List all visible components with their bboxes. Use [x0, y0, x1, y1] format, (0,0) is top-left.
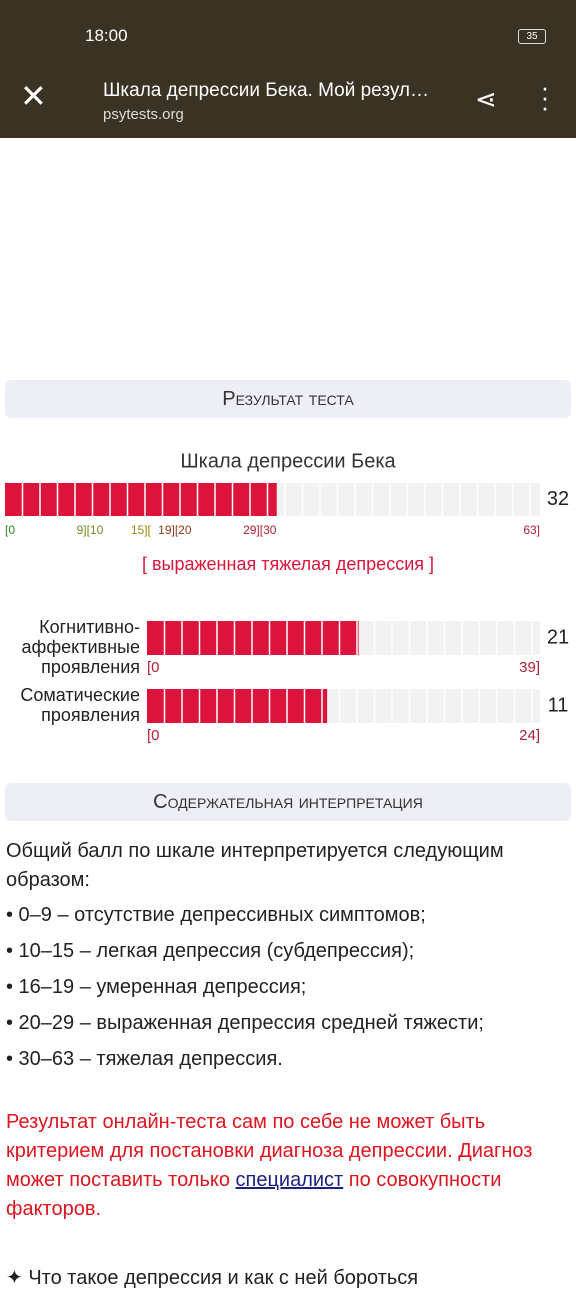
menu-button[interactable]: · · ·: [540, 72, 550, 122]
page-url: psytests.org: [103, 106, 184, 123]
battery: 35: [518, 29, 546, 44]
score-bar: [147, 689, 328, 723]
subscale-name: Соматические проявления: [20, 685, 140, 725]
scale-label: 29][30: [243, 523, 277, 537]
subscale-name: Когнитивно-аффективные проявления: [21, 617, 140, 677]
disclaimer: Результат онлайн-теста сам по себе не мо…: [6, 1108, 566, 1224]
next-article-link[interactable]: ✦ Что такое депрессия и как с ней бороть…: [6, 1267, 419, 1289]
scale-label: 9][10: [77, 523, 104, 537]
scale-label: 15][: [131, 523, 152, 537]
score-bar: [5, 483, 277, 516]
score-value: 21: [547, 626, 569, 648]
scale-label: [0: [147, 727, 160, 744]
scale-title: Шкала депрессии Бека: [180, 450, 396, 472]
subscale-label-box: Когнитивно-аффективные проявления: [21, 617, 140, 677]
section-heading: Содержательная интерпретация: [5, 783, 571, 821]
score-bar: [147, 621, 359, 655]
list-item: • 16–19 – умеренная депрессия;: [6, 976, 307, 998]
list-item: • 10–15 – легкая депрессия (субдепрессия…: [6, 940, 415, 962]
intro-text: Общий балл по шкале интерпретируется сле…: [6, 840, 504, 891]
scale-label: 63]: [523, 523, 540, 537]
list-item: • 0–9 – отсутствие депрессивных симптомо…: [6, 904, 426, 926]
disclaimer-text: Результат онлайн-теста сам по себе не мо…: [6, 1111, 533, 1191]
scale-label: 19][20: [158, 523, 192, 537]
specialist-link[interactable]: специалист: [235, 1169, 344, 1191]
top-bar: 18:00 35 ✕ Шкала депрессии Бека. Мой рез…: [0, 0, 576, 138]
score-value: 11: [548, 694, 569, 716]
result-chart: Шкала депрессии Бека [ выраженная тяжела…: [5, 450, 569, 744]
scale-label: 39]: [519, 659, 540, 676]
scale-label: 24]: [519, 727, 540, 744]
section-heading: Результат теста: [5, 380, 571, 418]
close-button[interactable]: ✕: [20, 78, 47, 114]
list-item: • 30–63 – тяжелая депрессия.: [6, 1048, 283, 1070]
status-time: 18:00: [85, 26, 128, 45]
disclaimer-text: по совокупности факторов.: [6, 1169, 502, 1220]
interpretation-list: • 0–9 – отсутствие депрессивных симптомо…: [6, 901, 566, 1081]
share-button[interactable]: ⋖: [475, 84, 497, 114]
page-title: Шкала депрессии Бека. Мой резул…: [103, 80, 429, 101]
scale-label: [0: [5, 523, 15, 537]
list-item: • 20–29 – выраженная депрессия средней т…: [6, 1012, 484, 1034]
verdict: [ выраженная тяжелая депрессия ]: [142, 554, 434, 574]
score-value: 32: [547, 488, 569, 510]
subscale-label-box: Соматические проявления: [20, 685, 140, 725]
scale-label: [0: [147, 659, 160, 676]
